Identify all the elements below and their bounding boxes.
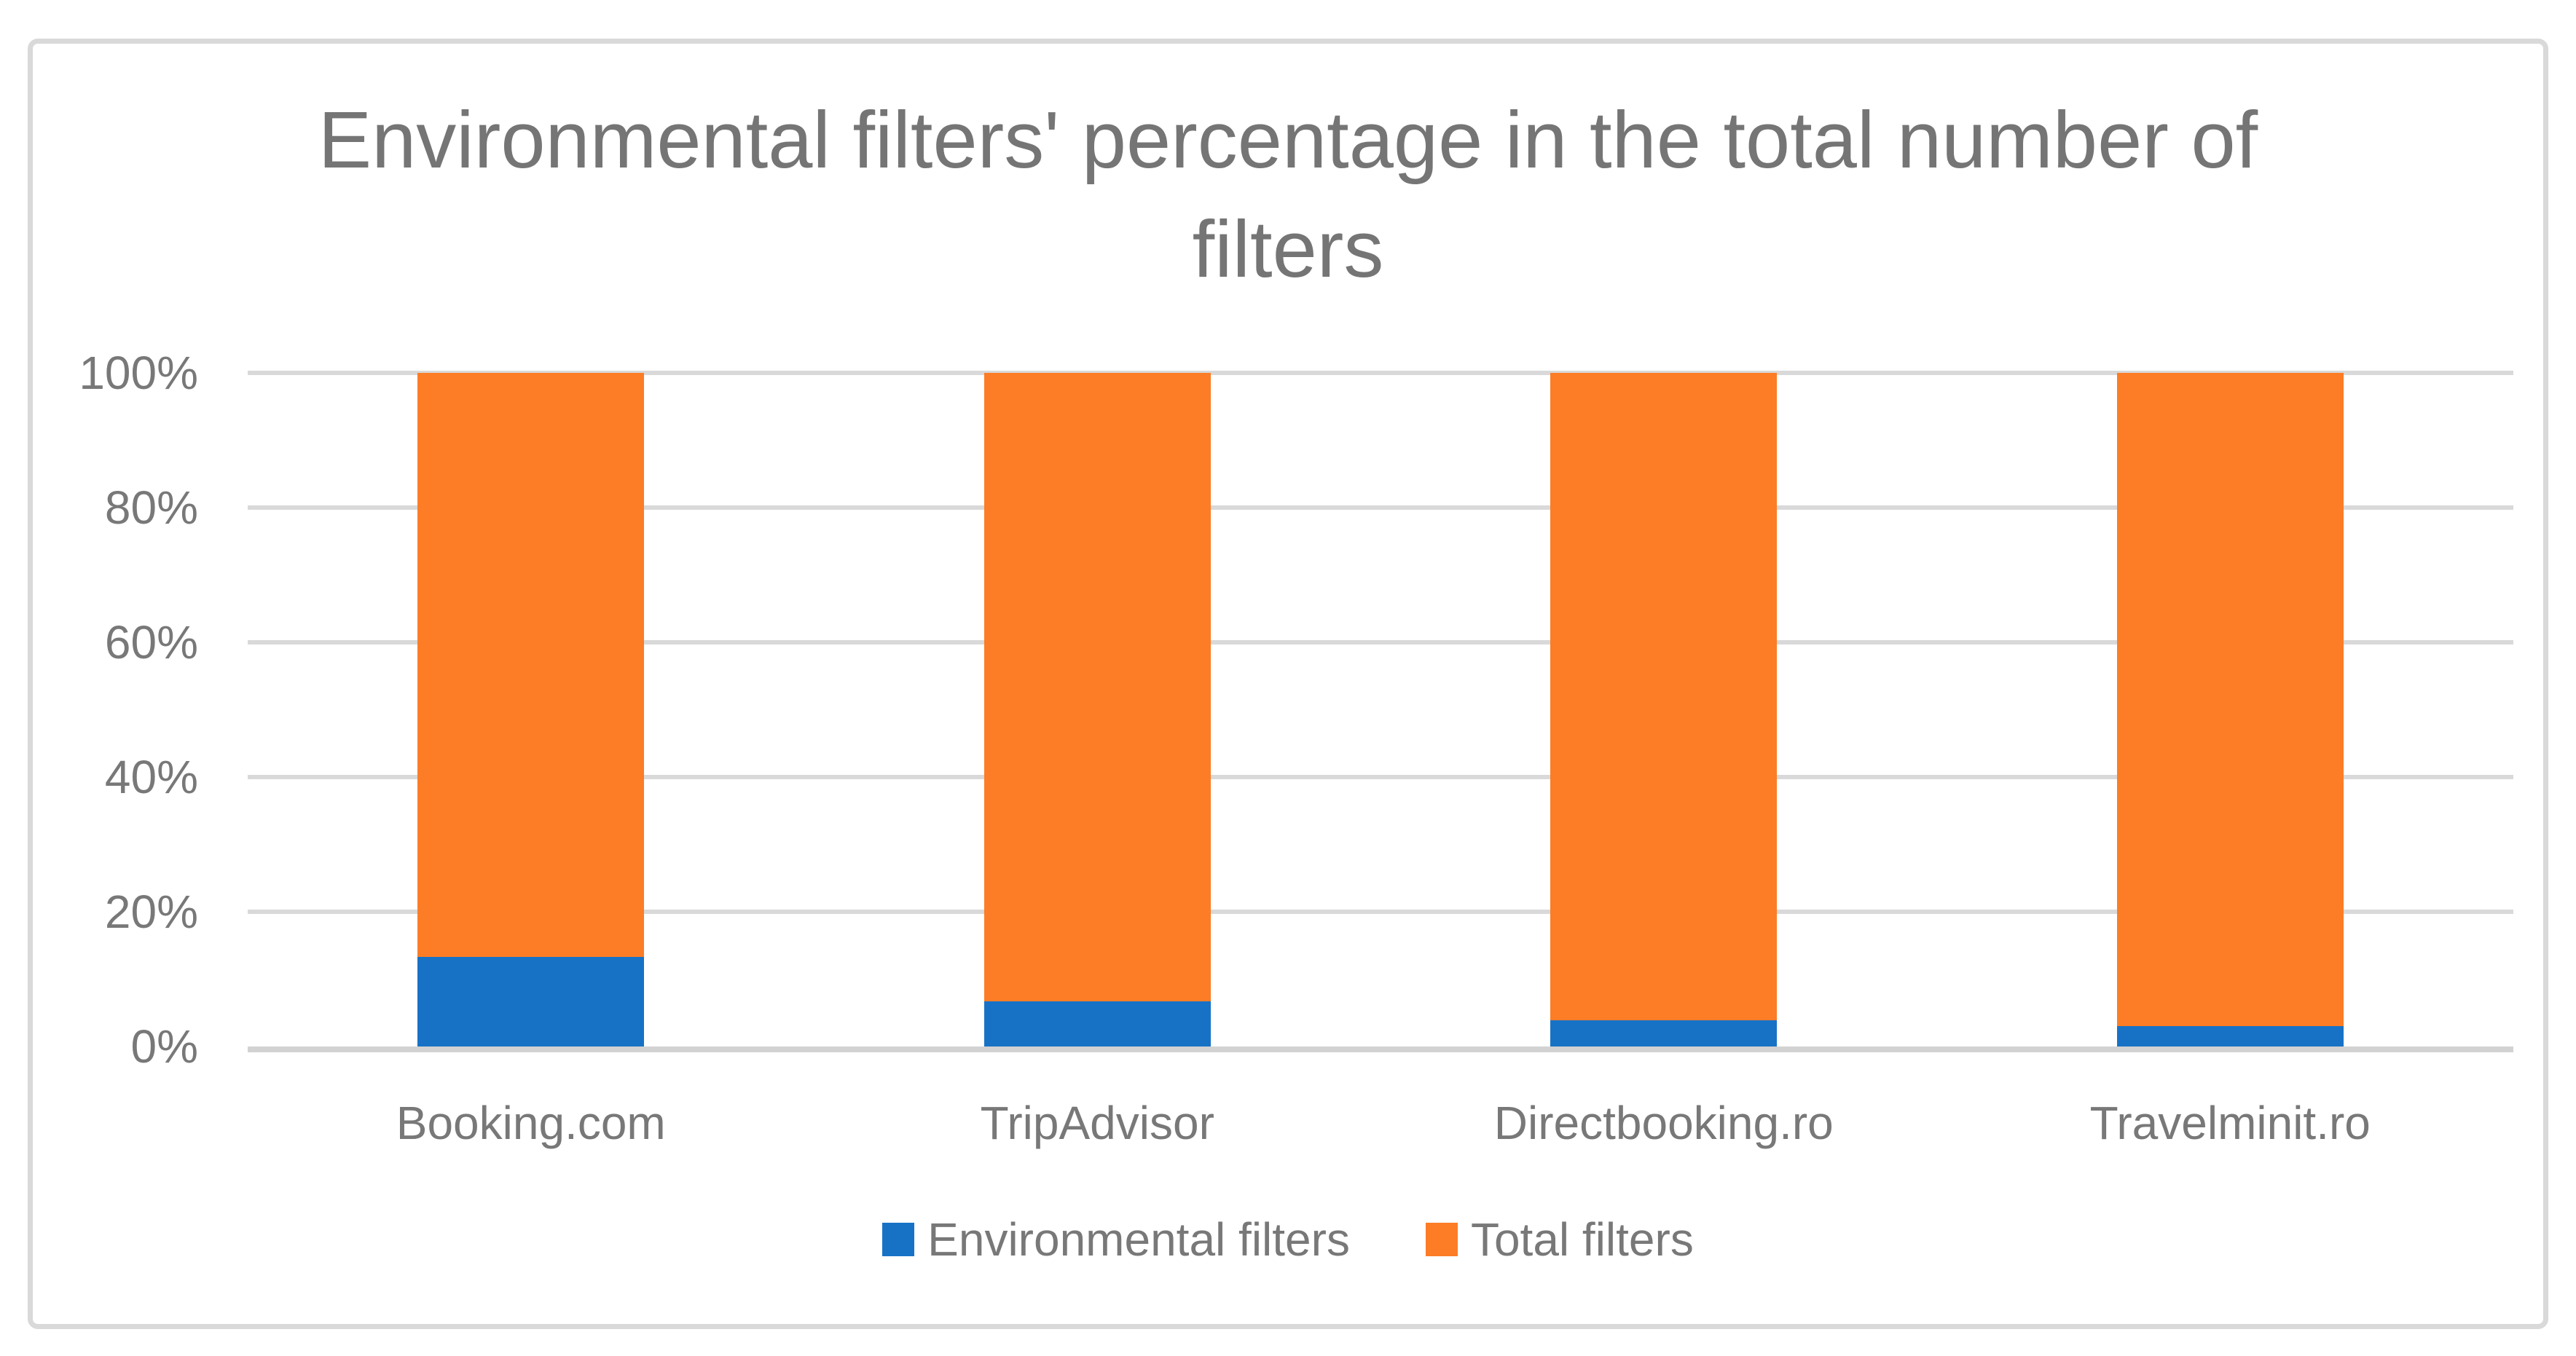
- y-tick-label: 40%: [104, 751, 198, 803]
- bar-segment-environmental: [2116, 1026, 2344, 1046]
- bar-segment-total: [1550, 373, 1778, 1020]
- x-category-label: Booking.com: [396, 1097, 666, 1149]
- y-gridline-60: [248, 640, 2513, 645]
- legend-swatch: [882, 1223, 915, 1256]
- legend-label: Environmental filters: [927, 1213, 1350, 1266]
- bar-segment-environmental: [417, 956, 645, 1046]
- chart-title: Environmental filters' percentage in the…: [318, 95, 2258, 294]
- bar-segment-total: [983, 373, 1211, 1002]
- x-category-label: TripAdvisor: [980, 1097, 1214, 1149]
- y-tick-label: 20%: [104, 886, 198, 938]
- legend-item: Total filters: [1425, 1210, 1694, 1269]
- legend: Environmental filters Total filters: [0, 1210, 2576, 1269]
- bar-segment-environmental: [983, 1001, 1211, 1046]
- y-gridline-20: [248, 910, 2513, 914]
- x-category-label: Directbooking.ro: [1493, 1097, 1834, 1149]
- x-axis-line: [248, 1046, 2513, 1052]
- y-gridline-40: [248, 775, 2513, 779]
- x-category-label: Travelminit.ro: [2089, 1097, 2371, 1149]
- bar-segment-total: [417, 373, 645, 957]
- legend-item: Environmental filters: [882, 1210, 1350, 1269]
- bar-segment-environmental: [1550, 1020, 1778, 1046]
- y-gridline-100: [248, 371, 2513, 375]
- legend-swatch: [1425, 1223, 1458, 1256]
- legend-label: Total filters: [1470, 1213, 1694, 1266]
- y-tick-label: 60%: [104, 616, 198, 669]
- y-gridline-80: [248, 505, 2513, 510]
- y-tick-label: 100%: [79, 347, 198, 399]
- bar-segment-total: [2116, 373, 2344, 1027]
- y-tick-label: 0%: [130, 1020, 199, 1073]
- y-tick-label: 80%: [104, 481, 198, 534]
